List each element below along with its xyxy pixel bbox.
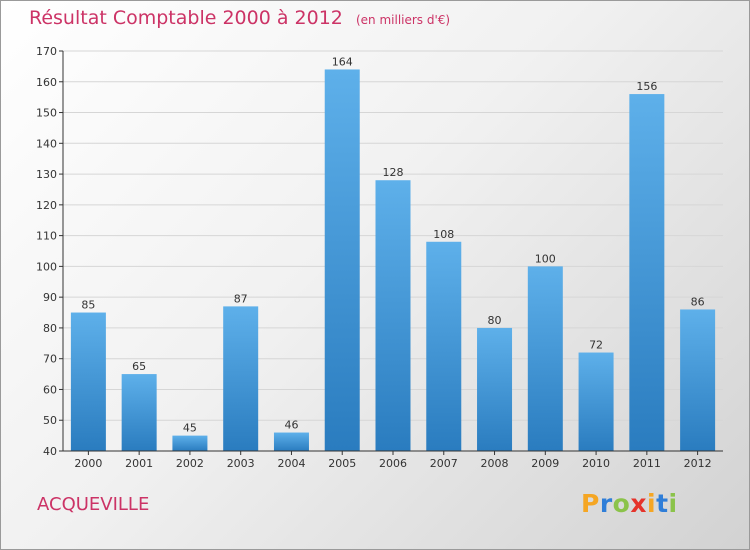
x-tick-label: 2010 [582,457,610,470]
x-tick-label: 2004 [277,457,305,470]
x-tick-label: 2003 [227,457,255,470]
bar-value-label: 164 [332,55,353,68]
location-name: ACQUEVILLE [37,494,150,515]
y-tick-label: 70 [43,353,57,366]
bar-value-label: 45 [183,422,197,435]
y-tick-label: 150 [36,107,57,120]
logo-letter: i [668,489,678,518]
x-tick-label: 2001 [125,457,153,470]
bar [273,432,309,451]
logo-letter: i [647,489,657,518]
x-tick-label: 2011 [633,457,661,470]
bar-value-label: 86 [691,295,705,308]
bar-value-label: 156 [636,80,657,93]
x-tick-label: 2009 [531,457,559,470]
y-tick-label: 120 [36,199,57,212]
y-tick-label: 160 [36,76,57,89]
bar-value-label: 72 [589,339,603,352]
logo-letter: r [599,489,613,518]
y-tick-label: 60 [43,383,57,396]
bar-value-label: 46 [284,419,298,432]
x-tick-label: 2002 [176,457,204,470]
y-tick-label: 80 [43,322,57,335]
x-tick-label: 2005 [328,457,356,470]
axis-layer: 40 50 60 70 80 90 100 110 120 130 140 150 160 170 2000… [36,45,723,470]
bar [70,312,106,451]
x-tick-label: 2008 [481,457,509,470]
y-tick-label: 140 [36,137,57,150]
y-tick-label: 130 [36,168,57,181]
x-tick-label: 2006 [379,457,407,470]
x-tick-label: 2007 [430,457,458,470]
logo-letter: t [656,489,669,518]
bar-value-label: 100 [535,252,556,265]
bar [629,94,665,452]
bar [527,266,563,451]
bar-value-label: 65 [132,360,146,373]
bar-value-label: 128 [383,166,404,179]
x-tick-label: 2012 [684,457,712,470]
bar [121,374,157,451]
bar-value-label: 85 [81,299,95,312]
y-tick-label: 110 [36,230,57,243]
y-tick-label: 40 [43,445,57,458]
y-tick-label: 170 [36,45,57,58]
label-layer: 85 65 45 87 46 164 128 108 80 100 72 156 86 [81,55,704,434]
y-tick-label: 90 [43,291,57,304]
bar [172,435,208,451]
bar-value-label: 80 [488,314,502,327]
y-tick-label: 100 [36,260,57,273]
bar [578,352,614,451]
bar-value-label: 87 [234,292,248,305]
bar [375,180,411,451]
y-tick-label: 50 [43,414,57,427]
logo-letter: o [612,489,631,518]
bar-value-label: 108 [433,228,454,241]
bar-layer [70,69,716,452]
chart-title: Résultat Comptable 2000 à 2012 (en milli… [29,7,450,29]
bar [477,327,513,451]
bar [680,309,716,451]
chart-unit-text: (en milliers d'€) [355,13,451,27]
logo-letter: P [581,489,600,518]
bar [426,241,462,451]
logo-letter: x [630,489,647,518]
x-tick-label: 2000 [74,457,102,470]
bar [324,69,360,451]
proxiti-logo[interactable]: Proxiti [581,489,678,518]
bar [223,306,259,451]
chart-title-text: Résultat Comptable 2000 à 2012 [29,7,343,29]
